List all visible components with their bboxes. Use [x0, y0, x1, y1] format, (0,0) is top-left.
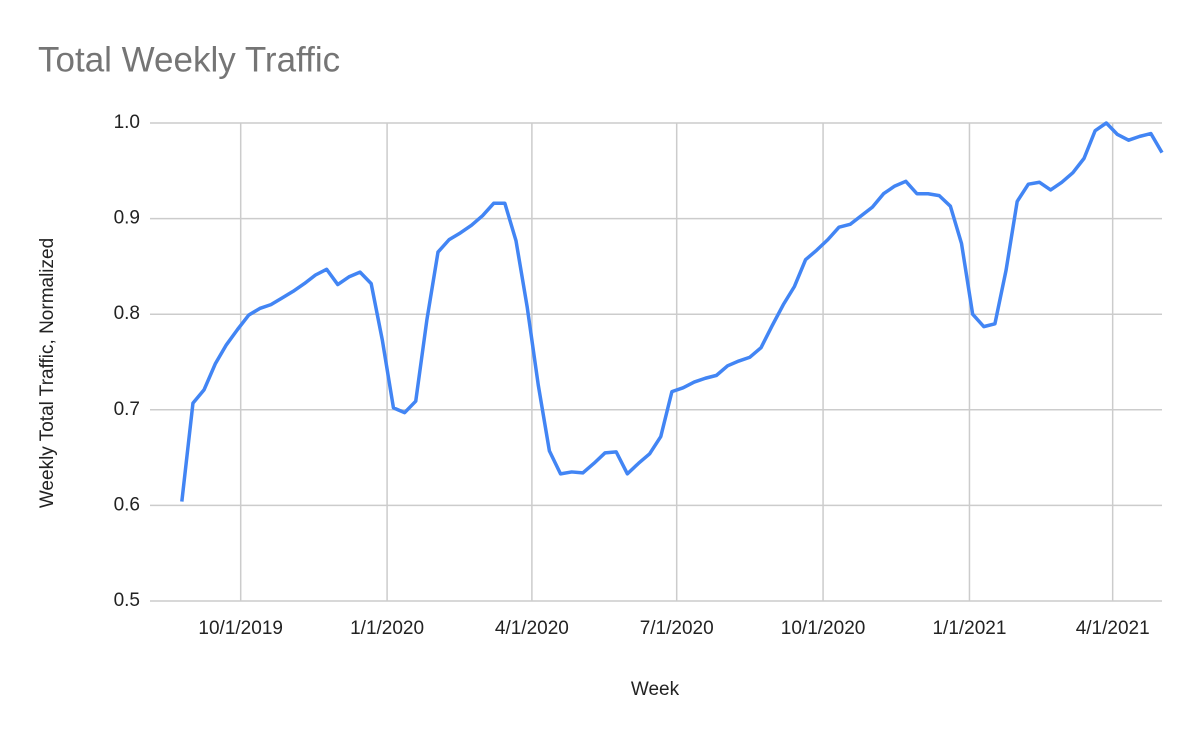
- x-tick-label: 4/1/2020: [495, 618, 569, 639]
- x-axis-label: Week: [631, 679, 680, 700]
- x-tick-label: 7/1/2020: [640, 618, 714, 639]
- y-tick-label: 0.7: [114, 399, 140, 420]
- y-tick-label: 0.9: [114, 208, 140, 229]
- y-tick-label: 0.8: [114, 303, 140, 324]
- x-tick-label: 4/1/2021: [1076, 618, 1150, 639]
- y-tick-label: 0.6: [114, 494, 140, 515]
- x-tick-label: 1/1/2020: [350, 618, 424, 639]
- y-tick-label: 1.0: [114, 112, 140, 133]
- x-tick-label: 10/1/2019: [198, 618, 283, 639]
- chart-title: Total Weekly Traffic: [38, 40, 340, 79]
- data-line: [180, 121, 1164, 502]
- x-tick-label: 10/1/2020: [781, 618, 866, 639]
- y-axis-label: Weekly Total Traffic, Normalized: [37, 238, 58, 508]
- x-tick-label: 1/1/2021: [932, 618, 1006, 639]
- y-tick-label: 0.5: [114, 590, 140, 611]
